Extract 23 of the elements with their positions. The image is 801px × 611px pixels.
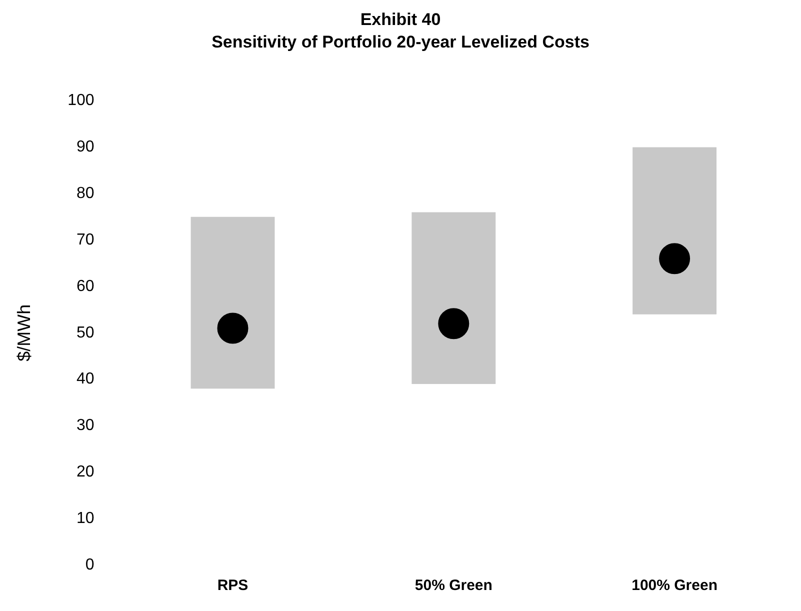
x-tick-label: 50% Green — [414, 577, 492, 594]
y-tick-label: 50 — [76, 324, 94, 342]
chart-title: Exhibit 40 — [360, 10, 441, 29]
point — [438, 308, 470, 340]
y-tick-label: 80 — [76, 185, 94, 202]
bar — [632, 147, 717, 314]
point — [217, 312, 248, 344]
y-tick-label: 0 — [85, 556, 94, 574]
y-tick-label: 70 — [76, 231, 94, 248]
x-tick-label: 100% Green — [632, 577, 718, 594]
y-tick-label: 90 — [76, 138, 94, 156]
bar — [190, 216, 275, 389]
y-axis-title: $/MWh — [14, 304, 34, 362]
x-tick-label: RPS — [217, 577, 248, 594]
y-tick-label: 10 — [76, 510, 94, 527]
y-tick-label: 100 — [68, 92, 94, 110]
point — [659, 243, 690, 274]
bar — [412, 212, 496, 384]
y-tick-label: 40 — [76, 370, 94, 388]
chart-subtitle: Sensitivity of Portfolio 20-year Levelized Costs — [212, 32, 590, 52]
y-tick-label: 20 — [76, 464, 94, 481]
y-tick-label: 60 — [76, 278, 94, 295]
y-tick-label: 30 — [76, 417, 94, 434]
